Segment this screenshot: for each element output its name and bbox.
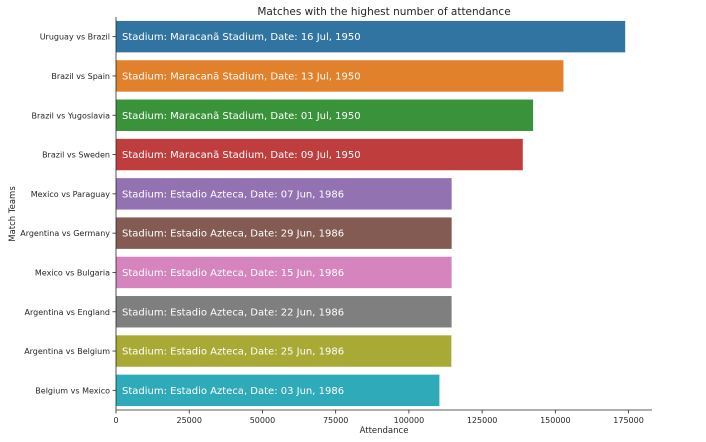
x-tick-label: 125000 [467,416,498,425]
y-tick-label: Mexico vs Bulgaria [35,268,110,277]
chart-title: Matches with the highest number of atten… [257,6,510,18]
y-tick-label: Belgium vs Mexico [35,386,110,395]
category-labels-group: Uruguay vs Brazil Brazil vs Spain Brazil v… [20,33,116,395]
bar-mexico-vs-paraguay [116,178,452,210]
x-tick-label: 100000 [394,416,425,425]
x-axis-title: Attendance [360,426,409,436]
bar-brazil-vs-yugoslavia [116,99,534,131]
bar-annotation: Stadium: Estadio Azteca, Date: 15 Jun, 1… [122,268,344,279]
y-axis-title: Match Teams [8,186,18,242]
bar-brazil-vs-sweden [116,138,523,171]
bar-brazil-vs-spain [116,60,564,92]
y-tick-label: Argentina vs Belgium [24,347,110,356]
x-ticks-group: 0 25000 50000 75000 100000 125000 150000 175000 [113,410,644,425]
bar-argentina-vs-england [116,296,452,328]
y-tick-label: Brazil vs Sweden [42,151,110,160]
bar-uruguay-vs-brazil [116,20,626,53]
x-tick-label: 150000 [540,416,571,425]
bar-argentina-vs-germany [116,217,452,249]
bar-argentina-vs-belgium [116,335,452,367]
x-tick-label: 0 [113,416,118,425]
x-tick-label: 75000 [323,416,348,425]
bar-annotation: Stadium: Maracanã Stadium, Date: 13 Jul,… [122,71,361,82]
bars-group [116,20,626,407]
x-tick-label: 25000 [176,416,201,425]
y-tick-label: Brazil vs Spain [51,72,110,81]
y-tick-label: Mexico vs Paraguay [31,190,111,199]
bar-belgium-vs-mexico [116,374,440,407]
bar-annotation: Stadium: Estadio Azteca, Date: 22 Jun, 1… [122,307,344,318]
bar-annotation: Stadium: Estadio Azteca, Date: 07 Jun, 1… [122,189,344,200]
bar-annotation: Stadium: Estadio Azteca, Date: 29 Jun, 1… [122,229,344,240]
bar-labels-group: Stadium: Maracanã Stadium, Date: 16 Jul,… [122,32,361,397]
bar-annotation: Stadium: Estadio Azteca, Date: 03 Jun, 1… [122,386,344,397]
y-tick-label: Uruguay vs Brazil [40,33,110,42]
y-tick-label: Brazil vs Yugoslavia [32,111,111,120]
bar-annotation: Stadium: Maracanã Stadium, Date: 01 Jul,… [122,111,361,122]
bar-mexico-vs-bulgaria [116,256,452,289]
bar-annotation: Stadium: Maracanã Stadium, Date: 09 Jul,… [122,150,361,161]
bar-annotation: Stadium: Maracanã Stadium, Date: 16 Jul,… [122,32,361,43]
x-tick-label: 175000 [613,416,644,425]
y-tick-label: Argentina vs England [25,308,111,317]
x-tick-label: 50000 [250,416,275,425]
bar-annotation: Stadium: Estadio Azteca, Date: 25 Jun, 1… [122,347,344,358]
y-tick-label: Argentina vs Germany [20,229,110,238]
